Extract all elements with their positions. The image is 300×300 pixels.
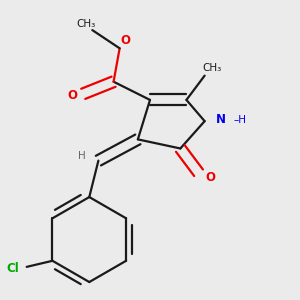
Text: –H: –H	[233, 115, 246, 124]
Text: O: O	[68, 89, 78, 102]
Text: CH₃: CH₃	[76, 19, 96, 29]
Text: O: O	[206, 171, 216, 184]
Text: Cl: Cl	[7, 262, 20, 275]
Text: CH₃: CH₃	[202, 63, 222, 73]
Text: O: O	[121, 34, 131, 47]
Text: H: H	[78, 151, 86, 161]
Text: N: N	[216, 113, 226, 126]
